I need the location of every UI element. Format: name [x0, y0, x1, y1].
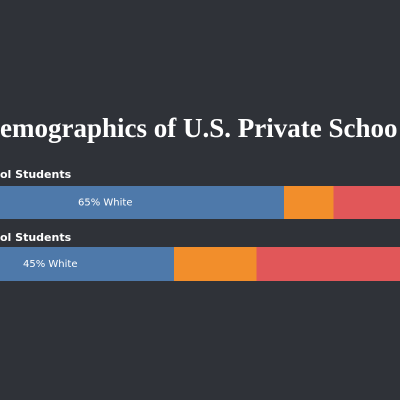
bar-segment — [0, 247, 174, 281]
category-label: ol Students — [0, 231, 72, 244]
value-label: 45% White — [23, 259, 77, 270]
bar-segment — [333, 186, 400, 219]
bar-segment — [256, 247, 400, 281]
chart-title: emographics of U.S. Private Schoo — [0, 113, 397, 143]
bar-segment — [284, 186, 334, 219]
bar-segment — [174, 247, 257, 281]
value-label: 65% White — [78, 198, 132, 209]
category-label: ol Students — [0, 168, 72, 181]
bar-segment — [0, 186, 284, 219]
